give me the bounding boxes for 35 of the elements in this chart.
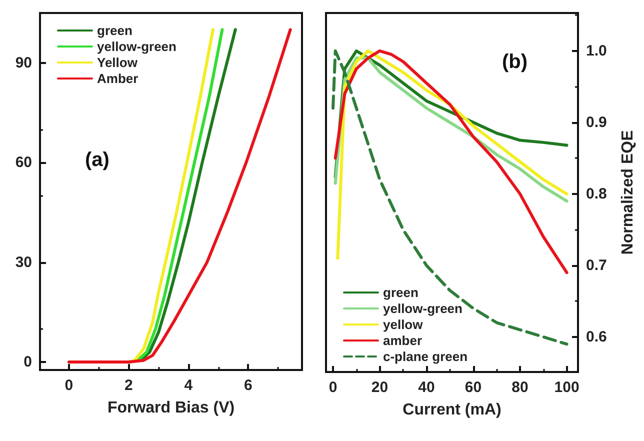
x-tick-label: 0 <box>328 379 338 396</box>
line-series <box>332 49 568 346</box>
legend-label: green <box>97 23 132 38</box>
x-axis-title: Current (mA) <box>402 402 502 418</box>
annotation: (a) <box>85 149 110 171</box>
x-tick-label: 100 <box>554 379 580 396</box>
y2-axis-title: Normalized EQE <box>620 130 636 255</box>
legend-label: c-plane green <box>383 349 468 364</box>
legend-label: Yellow <box>97 55 138 70</box>
x-tick-label: 0 <box>64 377 74 394</box>
x-tick-label: 80 <box>512 379 528 396</box>
legend-label: amber <box>383 333 422 348</box>
x-tick-label: 6 <box>244 377 252 394</box>
x-tick-label: 40 <box>418 379 435 396</box>
annotation: (b) <box>502 51 528 73</box>
legend-label: yellow-green <box>97 39 177 54</box>
y-tick-label: 0 <box>24 354 32 371</box>
y2-tick-label: 0.6 <box>586 328 607 346</box>
y-tick-label: 90 <box>15 54 32 72</box>
y2-tick-label: 0.7 <box>586 256 607 274</box>
y2-tick-label: 1.0 <box>586 42 607 60</box>
y2-tick-label: 0.9 <box>586 114 607 131</box>
x-tick-label: 20 <box>371 379 388 396</box>
y2-tick-label: 0.8 <box>586 185 607 202</box>
legend-label: green <box>383 285 418 300</box>
line-series <box>67 28 292 364</box>
x-tick-label: 4 <box>184 377 194 394</box>
legend-label: yellow <box>383 317 424 332</box>
legend-label: Amber <box>97 71 138 86</box>
x-tick-label: 2 <box>124 377 133 394</box>
legend-label: yellow-green <box>383 301 463 316</box>
y-tick-label: 60 <box>15 154 32 172</box>
y-tick-label: 30 <box>15 254 32 271</box>
x-axis-title: Forward Bias (V) <box>107 400 235 416</box>
x-tick-label: 60 <box>464 379 482 396</box>
